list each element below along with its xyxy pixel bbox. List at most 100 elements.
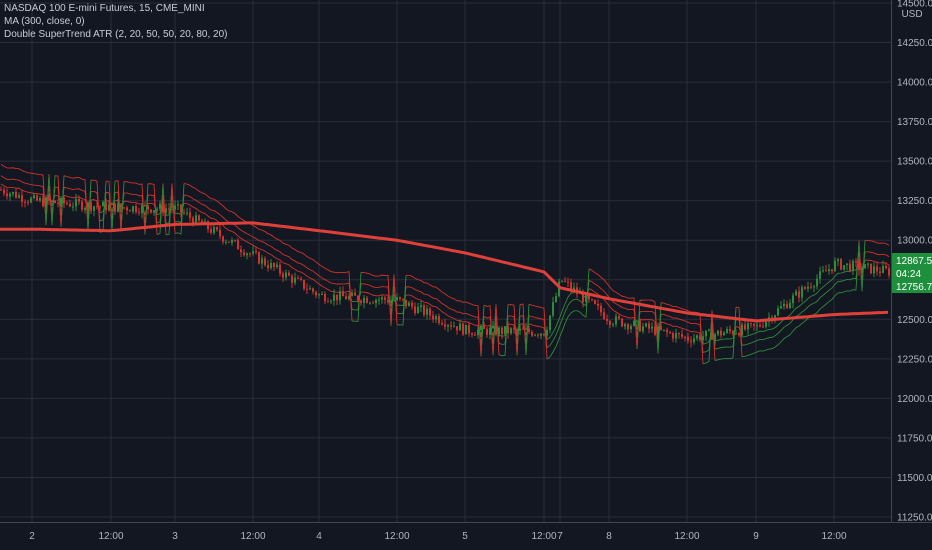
supertrend-line [528, 315, 548, 348]
candle-body [255, 251, 257, 253]
candle-body [315, 291, 317, 296]
legend-indicator[interactable]: Double SuperTrend ATR (2, 20, 50, 50, 20… [4, 29, 228, 40]
candle-body [399, 297, 401, 299]
candle-body [3, 189, 5, 194]
legend-symbol[interactable]: NASDAQ 100 E-mini Futures, 15, CME_MINI [4, 3, 205, 14]
candle-body [51, 200, 53, 202]
candle-body [36, 195, 38, 201]
candle-body [357, 295, 359, 301]
supertrend-line [360, 291, 392, 307]
candle-body [321, 293, 323, 295]
candle-body [459, 323, 461, 331]
candle-body [492, 325, 494, 328]
candle-body [225, 241, 227, 243]
supertrend-line [54, 175, 62, 227]
candle-body [711, 329, 713, 340]
candle-body [591, 299, 593, 301]
candle-body [360, 300, 362, 303]
candle-body [234, 239, 236, 241]
time-axis[interactable]: 2 12:00 3 12:00 4 12:00 5 12:00 7 8 12:00 9 12:00 [29, 531, 847, 542]
supertrend-line [528, 303, 548, 360]
time-tick-label: 8 [606, 531, 612, 542]
candle-body [330, 300, 332, 302]
candle-body [117, 203, 119, 212]
candle-body [39, 198, 41, 201]
candle-body [414, 306, 416, 314]
candle-body [435, 316, 437, 320]
legend-ma[interactable]: MA (300, close, 0) [4, 16, 85, 27]
candle-body [141, 205, 143, 214]
candle-body [258, 252, 260, 264]
price-tick-label: 12500.00 [897, 315, 932, 326]
candle-body [759, 325, 761, 327]
candle-body [882, 265, 884, 273]
candle-body [429, 308, 431, 316]
supertrend-line [60, 175, 65, 227]
candle-body [702, 336, 704, 340]
candle-body [729, 329, 731, 332]
supertrend-line [174, 183, 185, 235]
candle-body [198, 215, 200, 221]
candle-body [288, 272, 290, 276]
supertrend-line [858, 240, 863, 292]
candle-body [450, 325, 452, 327]
last-low-label: 12756.75 [896, 282, 932, 293]
candle-body [648, 323, 650, 329]
candle-body [828, 269, 830, 272]
supertrend-line [495, 304, 500, 355]
supertrend-line [48, 174, 53, 226]
candle-body [660, 326, 662, 330]
supertrend-line [861, 240, 866, 292]
candle-body [855, 261, 857, 263]
candle-body [564, 280, 566, 282]
candle-body [294, 277, 296, 283]
candle-body [183, 212, 185, 214]
supertrend-line [525, 304, 530, 356]
candle-body [285, 272, 287, 278]
price-tick-label: 13500.00 [897, 157, 932, 168]
candle-body [738, 333, 740, 336]
candle-body [879, 271, 881, 273]
candle-body [822, 270, 824, 272]
supertrend-line [406, 286, 482, 346]
candle-body [462, 323, 464, 335]
candle-body [540, 333, 542, 336]
candle-body [111, 203, 113, 206]
price-tick-label: 11750.00 [897, 433, 932, 444]
supertrend-line [165, 183, 173, 236]
candle-body [291, 275, 293, 283]
supertrend-line [351, 272, 362, 322]
candle-body [465, 324, 467, 335]
supertrend-line [63, 175, 89, 231]
supertrend-line [120, 181, 125, 232]
time-tick-label: 12:00 [674, 531, 699, 542]
candle-body [93, 206, 95, 211]
candle-body [747, 323, 749, 330]
candle-body [327, 301, 329, 303]
candle-body [264, 258, 266, 266]
candle-body [726, 329, 728, 333]
candle-body [720, 330, 722, 336]
candle-body [831, 269, 833, 272]
supertrend-bands [0, 164, 890, 365]
candle-body [663, 329, 665, 331]
candle-body [471, 333, 473, 335]
candle-body [486, 328, 488, 335]
candle-body [408, 302, 410, 307]
supertrend-line [124, 192, 146, 224]
supertrend-line [105, 180, 113, 232]
supertrend-line [63, 186, 89, 219]
candle-body [573, 287, 575, 290]
candle-body [804, 287, 806, 289]
candle-body [618, 316, 620, 319]
candle-body [66, 203, 68, 205]
candle-body [597, 303, 599, 306]
candle-body [762, 326, 764, 328]
supertrend-line [406, 274, 482, 357]
candle-body [837, 259, 839, 261]
candle-body [504, 326, 506, 334]
candle-body [678, 333, 680, 335]
